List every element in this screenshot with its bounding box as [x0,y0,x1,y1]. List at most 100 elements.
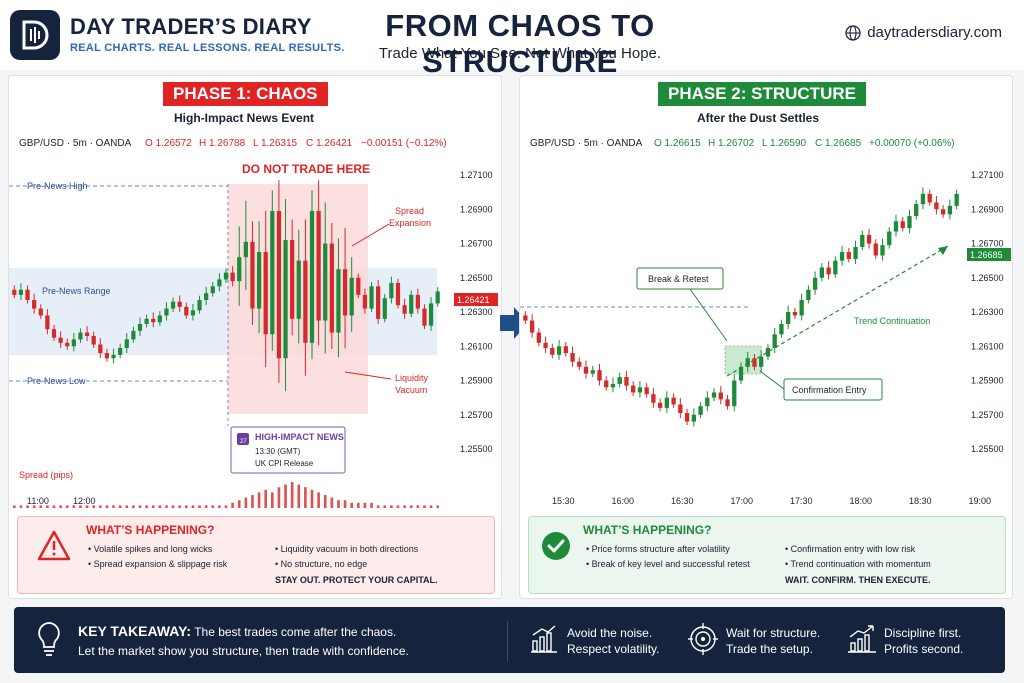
candle-body [131,330,136,340]
candle-body [276,210,282,359]
spread-bar [158,505,162,508]
candle-body [435,291,440,304]
spread-expansion-label-1: Spread [395,206,424,216]
candle-body [409,294,414,314]
candle-body [610,383,616,388]
x-tick-label: 15:30 [552,496,575,506]
logo[interactable] [10,10,60,60]
takeaway-item-2-a: Wait for structure. [726,626,821,640]
candle-body [624,377,629,386]
chaos-call-to-action: STAY OUT. PROTECT YOUR CAPITAL. [275,575,438,585]
candle-body [563,346,568,354]
candle-body [786,312,791,324]
spread-bar [390,505,393,508]
candle-body [765,347,771,357]
candle-body [197,300,202,311]
x-tick-label: 16:30 [671,496,694,506]
calendar-icon-day: 27 [240,439,247,445]
spread-bar [65,505,69,508]
spread-bar [257,492,261,508]
candle-body [887,231,892,246]
spread-bar [138,505,142,508]
y-tick-label: 1.26500 [460,273,493,283]
candle-body [309,210,315,343]
spread-bar [284,484,287,508]
candle-body [604,380,609,388]
spread-bar [204,505,208,508]
candle-body [590,370,595,374]
candle-body [58,337,63,343]
candle-body [759,356,764,367]
x-tick-label: 18:30 [909,496,932,506]
y-tick-label: 1.26900 [460,204,493,214]
y-tick-label: 1.26700 [460,239,493,249]
takeaway-item-2-b: Trade the setup. [726,642,813,656]
spread-bar [264,489,268,508]
spread-bar [85,505,89,508]
candle-body [204,293,209,301]
candle-body [190,310,196,316]
spread-label: Spread (pips) [19,470,73,480]
candle-body [833,260,838,275]
candle-body [329,243,334,333]
candle-body [290,240,295,319]
candle-body [543,342,548,348]
ohlc-open: O 1.26572 [145,138,192,149]
confirmation-box [783,378,883,401]
phase-1-badge: PHASE 1: CHAOS [163,82,328,106]
candle-body [336,269,341,333]
candle-body [243,241,248,258]
y-tick-label: 1.27100 [971,170,1004,180]
lightbulb-icon [38,622,60,656]
spread-bar [317,492,320,508]
chaos-chart[interactable]: GBP/USD · 5m · OANDA O 1.26572 H 1.26788… [9,76,503,516]
ohlc-high: H 1.26788 [199,138,246,149]
chaos-panel: PHASE 1: CHAOS High-Impact News Event GB… [8,75,502,599]
trend-arrowhead [938,246,948,255]
candle-body [651,394,656,403]
spread-bar [304,487,307,508]
pre-news-range-label: Pre-News Range [42,286,111,296]
candle-body [237,257,242,282]
candle-body [316,210,321,321]
spread-bar [231,502,234,508]
spread-bar [112,505,115,508]
structure-chart[interactable]: GBP/USD · 5m · OANDA O 1.26615 H 1.26702… [520,76,1014,516]
spread-bar [376,505,380,508]
candle-body [428,303,434,326]
structure-bullet-4: Trend continuation with momentum [785,559,931,569]
site-url: daytradersdiary.com [867,24,1002,41]
candle-body [900,221,905,229]
candle-body [51,329,57,338]
candle-body [124,339,129,348]
spread-bar [12,505,16,508]
phase-2-subtitle: After the Dust Settles [697,111,820,125]
spread-bar [363,502,367,508]
candles [12,180,440,392]
x-tick-label: 18:00 [850,496,873,506]
candle-body [529,320,535,333]
do-not-trade-label: DO NOT TRADE HERE [242,162,370,176]
ohlc-high: H 1.26702 [708,138,755,149]
spread-bar [26,505,29,508]
candle-body [839,252,845,261]
spread-bar [218,505,221,508]
candle-body [157,315,162,323]
price-tag: 1.26421 [454,293,498,306]
candle-body [210,286,215,294]
candle-body [725,399,730,407]
news-event: UK CPI Release [255,459,314,468]
candle-body [819,267,825,278]
warning-icon [37,530,71,561]
liquidity-vacuum-label-2: Vacuum [395,385,427,395]
spread-bar [105,505,109,508]
candle-body [880,245,885,256]
site-link[interactable]: daytradersdiary.com [845,24,1002,41]
spread-bar [72,505,76,508]
spread-bar [277,487,281,508]
spread-bar [409,505,413,508]
spread-bar [337,500,340,508]
spread-bar [350,502,354,508]
ohlc-change: −0.00151 (−0.12%) [361,138,447,149]
structure-info-box: WHAT’S HAPPENING? Price forms structure … [528,516,1006,594]
